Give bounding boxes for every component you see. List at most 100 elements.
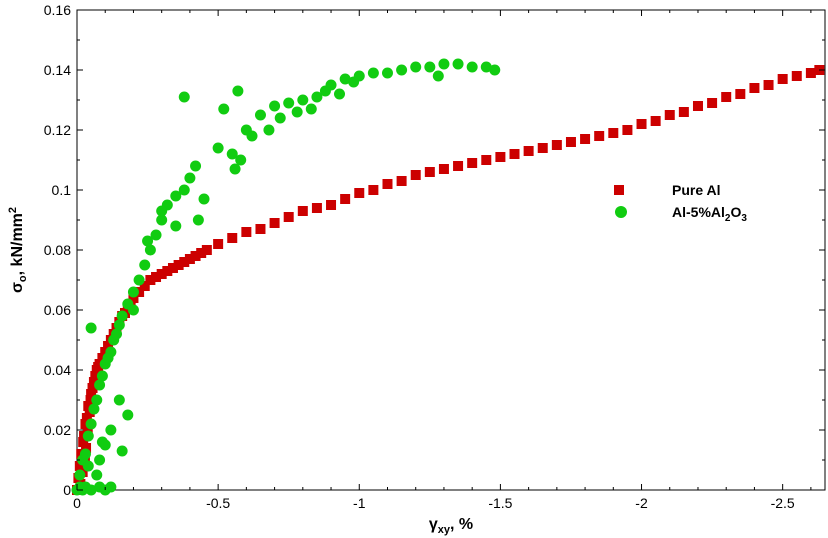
y-tick-label: 0.16 [44, 2, 71, 18]
data-point-square [83, 401, 94, 411]
data-point-square [354, 188, 365, 198]
data-point-circle [85, 322, 97, 334]
y-tick-label: 0.08 [44, 242, 71, 258]
data-point-circle [254, 109, 266, 121]
legend-label-al-5-al2o3-sub2: 3 [741, 213, 747, 224]
data-point-circle [105, 346, 117, 358]
data-point-square [707, 98, 718, 108]
data-point-circle [218, 103, 230, 115]
data-point-circle [88, 403, 100, 415]
data-point-circle [466, 61, 478, 73]
data-point-circle [246, 130, 258, 142]
series-0 [72, 65, 825, 495]
data-point-square [85, 395, 96, 405]
legend-label-al-5-al2o3-text: Al-5%Al [672, 204, 725, 220]
data-point-circle [192, 214, 204, 226]
y-tick-label: 0.1 [52, 182, 72, 198]
data-point-square [81, 413, 92, 423]
data-point-square [283, 212, 294, 222]
data-point-circle [96, 436, 108, 448]
data-point-circle [489, 64, 501, 76]
data-point-circle [156, 205, 168, 217]
data-point-circle [198, 193, 210, 205]
data-point-square [424, 167, 435, 177]
data-point-circle [105, 481, 117, 493]
data-point-square [82, 425, 93, 435]
data-point-circle [184, 172, 196, 184]
data-point-circle [235, 154, 247, 166]
legend-marker-al-5-al2o3 [615, 206, 627, 218]
data-point-circle [325, 79, 337, 91]
data-point-square [664, 110, 675, 120]
data-point-circle [229, 163, 241, 175]
data-point-square [565, 137, 576, 147]
data-point-square [190, 251, 201, 261]
x-axis-label: γxy, % [429, 516, 473, 536]
y-tick-label: 0.02 [44, 422, 71, 438]
x-tick-label: -1.5 [488, 495, 512, 511]
data-point-square [241, 227, 252, 237]
data-point-square [382, 179, 393, 189]
data-point-circle [116, 310, 128, 322]
data-point-square [410, 170, 421, 180]
data-point-square [87, 383, 98, 393]
data-point-circle [127, 304, 139, 316]
data-point-circle [150, 229, 162, 241]
legend-label-al-5-al2o3-mid: O [730, 204, 741, 220]
data-point-circle [94, 379, 106, 391]
data-point-square [636, 119, 647, 129]
data-point-circle [269, 100, 281, 112]
legend-label-al-5-al2o3: Al-5%Al2O3 [672, 204, 747, 224]
data-point-square [791, 71, 802, 81]
y-axis-label: σo, kN/mm2 [7, 207, 29, 293]
data-point-circle [91, 394, 103, 406]
x-tick-label: -0.5 [206, 495, 230, 511]
y-tick-label: 0.06 [44, 302, 71, 318]
data-point-square [151, 272, 162, 282]
data-point-circle [305, 103, 317, 115]
x-tick-label: -1 [353, 495, 366, 511]
data-point-circle [274, 112, 286, 124]
data-point-square [537, 143, 548, 153]
data-point-circle [381, 67, 393, 79]
data-point-circle [424, 61, 436, 73]
data-point-square [167, 263, 178, 273]
data-point-circle [142, 235, 154, 247]
data-point-circle [170, 220, 182, 232]
data-point-circle [297, 94, 309, 106]
series-1 [71, 58, 501, 496]
data-point-square [763, 80, 774, 90]
data-point-circle [113, 319, 125, 331]
y-tick-label: 0 [63, 482, 71, 498]
data-point-square [608, 128, 619, 138]
data-point-square [80, 419, 91, 429]
data-point-square [97, 353, 108, 363]
data-point-square [438, 164, 449, 174]
x-axis-label-sub: xy [438, 524, 451, 536]
data-point-circle [311, 91, 323, 103]
data-point-square [78, 437, 89, 447]
data-point-square [128, 293, 139, 303]
data-point-circle [74, 469, 86, 481]
data-point-square [580, 134, 591, 144]
data-point-circle [85, 418, 97, 430]
data-point-square [650, 116, 661, 126]
legend-label-pure-al: Pure Al [672, 182, 721, 198]
data-point-circle [82, 430, 94, 442]
data-point-circle [144, 244, 156, 256]
legend-label-al-5-al2o3-sub1: 2 [725, 213, 731, 224]
data-point-square [81, 443, 92, 453]
data-point-square [196, 248, 207, 258]
legend-marker-pure-al [614, 185, 624, 195]
y-tick-label: 0.14 [44, 62, 71, 78]
data-point-square [74, 461, 85, 471]
data-point-square [162, 266, 173, 276]
y-axis-label-sub: o [17, 275, 29, 282]
data-point-square [481, 155, 492, 165]
data-point-circle [263, 124, 275, 136]
data-point-circle [113, 394, 125, 406]
x-tick-label: -2 [635, 495, 648, 511]
data-point-square [396, 176, 407, 186]
data-point-circle [139, 259, 151, 271]
data-point-circle [91, 469, 103, 481]
